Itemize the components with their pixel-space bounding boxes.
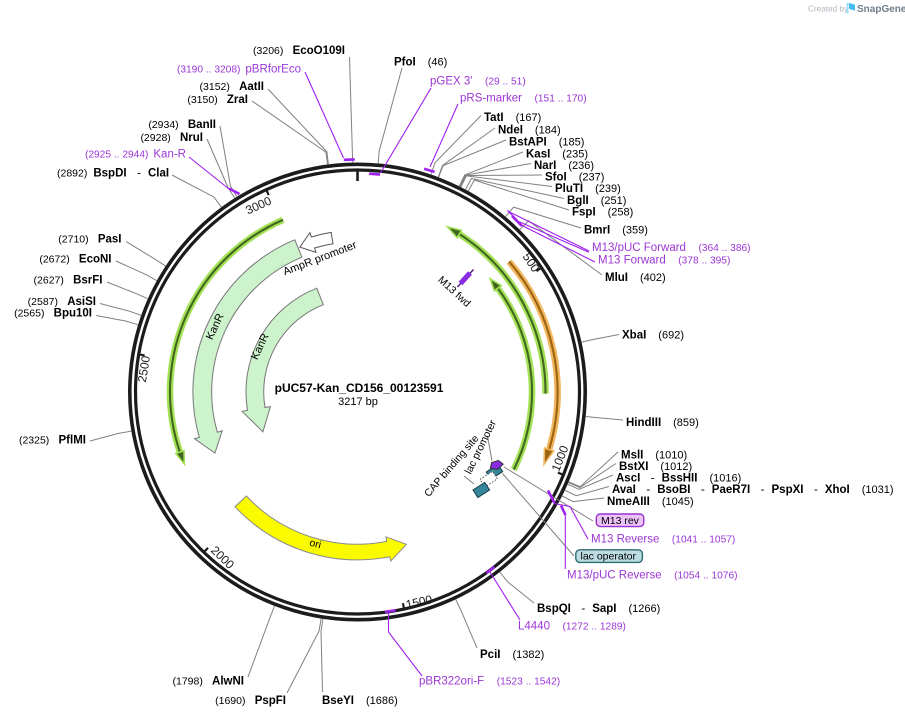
svg-text:BstAPI(185): BstAPI(185) — [509, 137, 584, 149]
svg-text:(2892)BspDI-ClaI: (2892)BspDI-ClaI — [57, 168, 169, 180]
svg-text:(3190 .. 3208)pBRforEco: (3190 .. 3208)pBRforEco — [177, 64, 301, 76]
svg-text:L4440(1272 .. 1289): L4440(1272 .. 1289) — [518, 621, 626, 633]
svg-text:lac operator: lac operator — [581, 551, 637, 563]
svg-text:BspQI-SapI(1266): BspQI-SapI(1266) — [537, 603, 660, 615]
svg-text:M13/pUC Forward(364 .. 386): M13/pUC Forward(364 .. 386) — [592, 242, 751, 254]
svg-text:M13/pUC Reverse(1054 .. 1076): M13/pUC Reverse(1054 .. 1076) — [567, 570, 738, 582]
svg-text:3217 bp: 3217 bp — [338, 396, 378, 408]
svg-text:Created by: Created by — [808, 5, 849, 14]
svg-text:M13 Forward(378 .. 395): M13 Forward(378 .. 395) — [598, 255, 730, 267]
svg-text:M13 rev: M13 rev — [601, 515, 640, 527]
svg-text:AscI-BssHII(1016): AscI-BssHII(1016) — [616, 473, 741, 485]
svg-text:(2925 .. 2944)Kan-R: (2925 .. 2944)Kan-R — [85, 149, 186, 161]
svg-text:SnapGene: SnapGene — [857, 4, 905, 15]
svg-text:(2672) EcoNI: (2672) EcoNI — [39, 254, 111, 266]
svg-text:pUC57-Kan_CD156_00123591: pUC57-Kan_CD156_00123591 — [275, 381, 444, 395]
svg-text:(3150) ZraI: (3150) ZraI — [187, 94, 248, 106]
svg-text:(1798) AlwNI: (1798) AlwNI — [172, 676, 244, 688]
svg-text:(1690) PspFI: (1690) PspFI — [215, 695, 286, 707]
svg-text:(2565) Bpu10I: (2565) Bpu10I — [14, 308, 92, 320]
svg-text:PciI(1382): PciI(1382) — [480, 649, 544, 661]
svg-text:(3206) EcoO109I: (3206) EcoO109I — [253, 45, 345, 57]
